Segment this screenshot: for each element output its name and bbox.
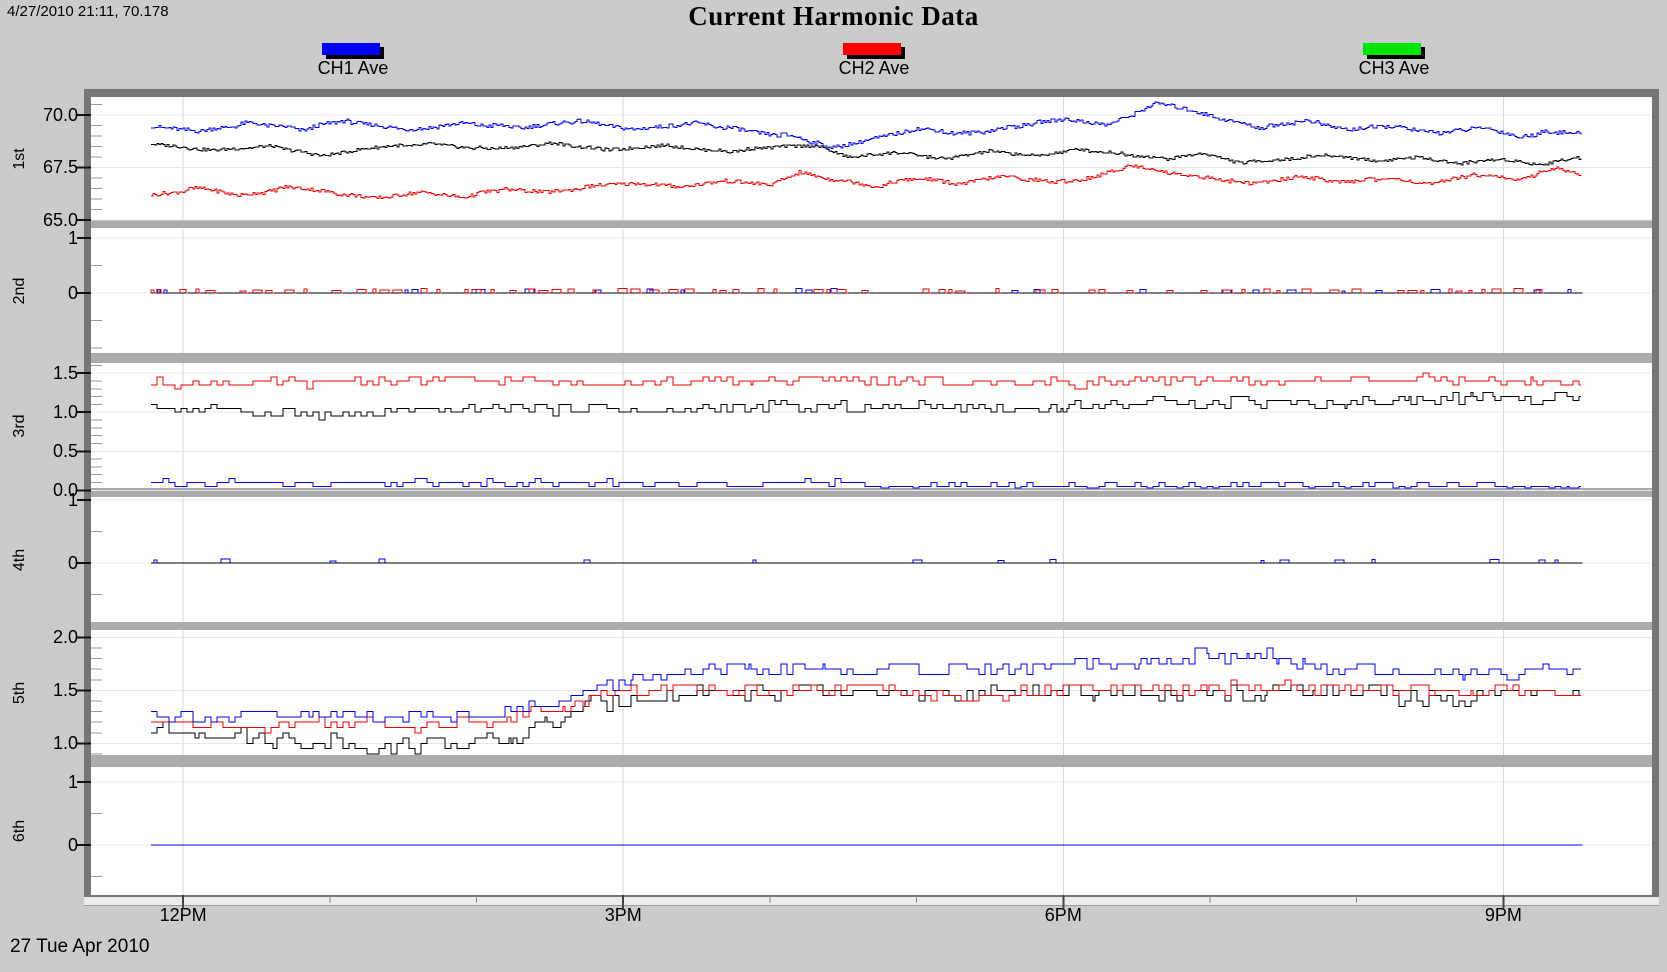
chart-frame-right [1652, 89, 1659, 905]
plot-panel-1st[interactable] [91, 97, 1652, 220]
panel-separator [91, 755, 1652, 767]
x-axis-strip [84, 897, 1659, 906]
chart-frame-left [84, 89, 91, 905]
plot-panel-4th[interactable] [91, 497, 1652, 622]
panel-separator [91, 488, 1652, 497]
chart-frame-top [84, 89, 1659, 97]
series-1st-ch3-ave [150, 141, 1582, 166]
legend-swatch-ch3[interactable] [1363, 43, 1421, 55]
series-3rd-ch1-ave [150, 478, 1581, 489]
panel-separator [91, 622, 1652, 630]
series-3rd-ch3-ave [150, 392, 1581, 421]
page-title: Current Harmonic Data [688, 1, 979, 31]
legend-label-ch1: CH1 Ave [317, 58, 389, 78]
legend-label-ch3: CH3 Ave [1358, 58, 1430, 78]
panel-separator [91, 353, 1652, 363]
x-axis-date-label: 27 Tue Apr 2010 [10, 936, 150, 957]
series-3rd-ch2-ave [150, 372, 1581, 390]
chart-frame-bottom [84, 895, 1659, 897]
plot-panel-6th[interactable] [91, 767, 1652, 895]
series-1st-ch2-ave [150, 164, 1582, 200]
legend-item-ch2[interactable]: CH2 Ave [839, 43, 909, 78]
plot-panel-3rd[interactable] [91, 363, 1652, 488]
legend-swatch-ch2[interactable] [843, 43, 901, 55]
legend-item-ch1[interactable]: CH1 Ave [318, 43, 388, 78]
series-4th-ch1-ave [153, 558, 1560, 564]
series-2nd-ch2-ave [150, 288, 1544, 294]
series-5th-ch1-ave [150, 647, 1581, 723]
plot-panel-5th[interactable] [91, 630, 1652, 755]
series-5th-ch2-ave [150, 679, 1581, 734]
legend-swatch-ch1[interactable] [322, 43, 380, 55]
series-1st-ch1-ave [150, 101, 1582, 149]
cursor-readout: 4/27/2010 21:11, 70.178 [7, 3, 169, 20]
plot-panel-2nd[interactable] [91, 228, 1652, 353]
legend-label-ch2: CH2 Ave [838, 58, 910, 78]
legend-item-ch3[interactable]: CH3 Ave [1359, 43, 1429, 78]
panel-separator [91, 220, 1652, 228]
